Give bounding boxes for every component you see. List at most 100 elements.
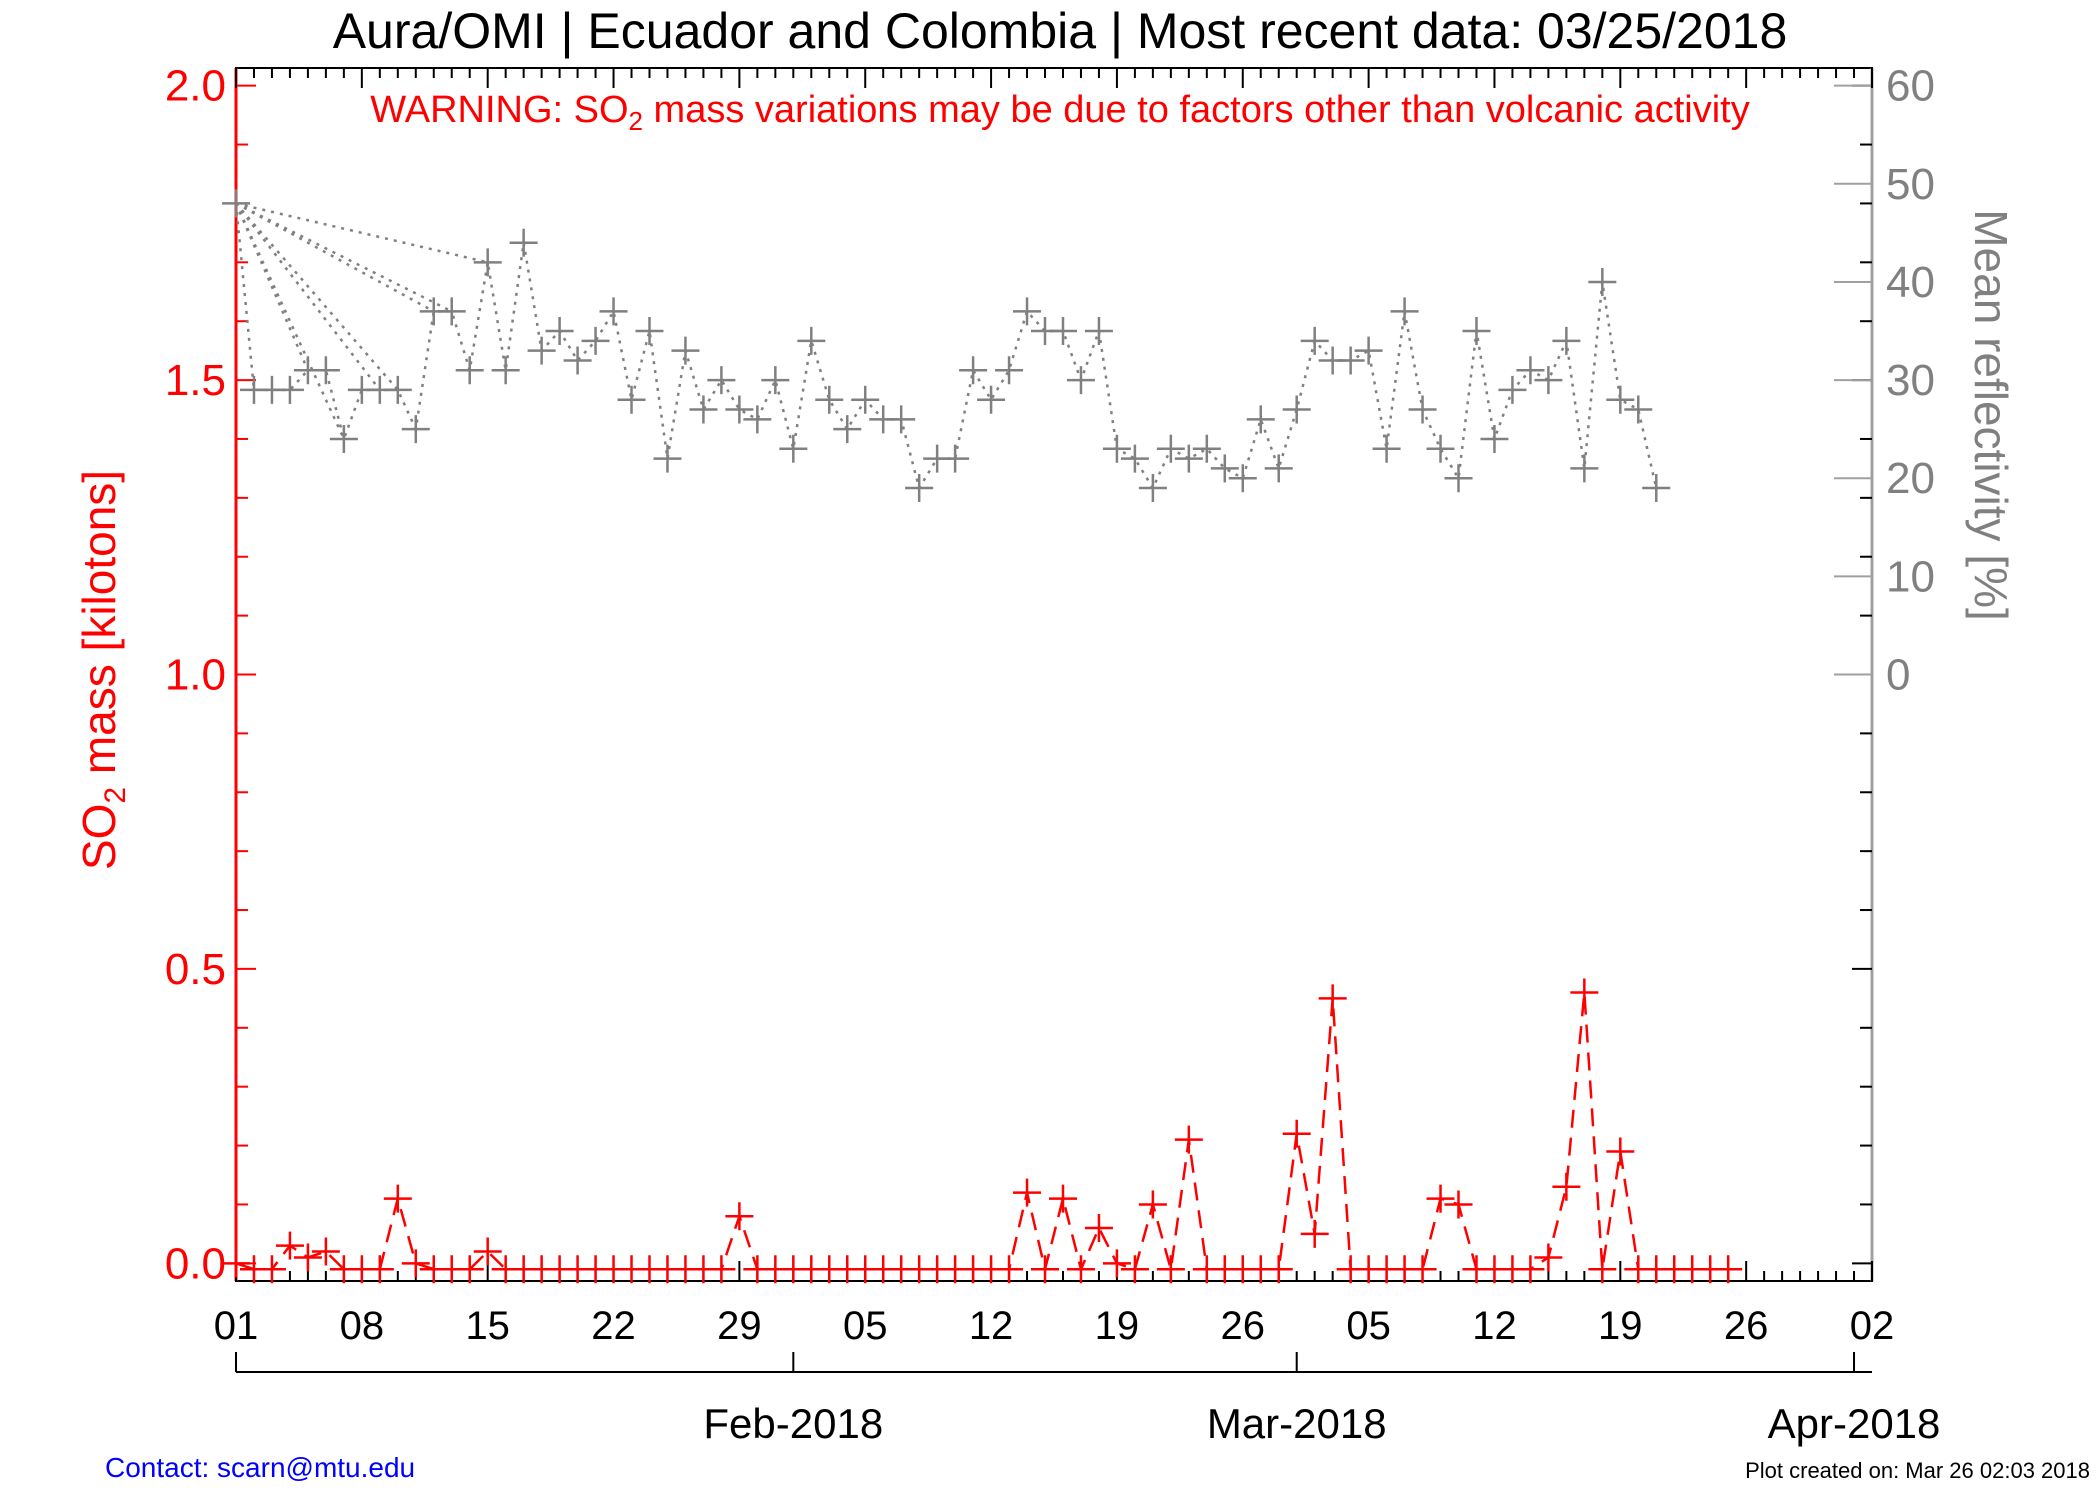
reflectivity-point <box>671 336 700 365</box>
contact-text: Contact: scarn@mtu.edu <box>105 1452 415 1483</box>
plot-frame <box>235 67 1873 1282</box>
reflectivity-point <box>1264 454 1293 483</box>
so2-point <box>1048 1184 1077 1213</box>
so2-point <box>1138 1190 1167 1219</box>
x-tick-label: 02 <box>1850 1304 1895 1348</box>
so2-point <box>1426 1184 1455 1213</box>
reflectivity-point <box>635 317 664 346</box>
reflectivity-point <box>887 405 916 434</box>
reflectivity-point <box>977 385 1006 414</box>
x-ticks: 01 08 15 22 29 05 12 19 26 05 12 19 26 02 <box>214 68 1895 1348</box>
left-label-suffix: mass [kilotons] <box>73 470 125 787</box>
right-axis-label: Mean reflectivity [%] <box>1965 209 2017 621</box>
reflectivity-point <box>383 375 412 404</box>
so2-point <box>1156 1255 1185 1284</box>
reflectivity-fan-line <box>234 202 310 371</box>
so2-point <box>455 1255 484 1284</box>
reflectivity-point <box>797 326 826 355</box>
reflectivity-point <box>455 356 484 385</box>
reflectivity-point <box>599 297 628 326</box>
reflectivity-point <box>1516 356 1545 385</box>
reflectivity-point <box>222 189 250 218</box>
x-tick-label: 05 <box>1346 1304 1391 1348</box>
reflectivity-point <box>509 228 538 257</box>
right-tick-label: 0 <box>1886 651 1910 700</box>
reflectivity-point <box>1480 424 1509 453</box>
so2-point <box>1714 1255 1743 1284</box>
so2-point <box>1516 1255 1545 1284</box>
reflectivity-point <box>689 395 718 424</box>
reflectivity-point <box>1246 405 1275 434</box>
x-tick-label: 19 <box>1095 1304 1140 1348</box>
reflectivity-point <box>545 317 574 346</box>
reflectivity-point <box>275 375 304 404</box>
reflectivity-point <box>941 444 970 473</box>
reflectivity-point <box>311 356 340 385</box>
warning-suffix: mass variations may be due to factors ot… <box>643 89 1750 131</box>
x-tick-label: 05 <box>843 1304 888 1348</box>
so2-point <box>1282 1119 1311 1148</box>
right-tick-label: 60 <box>1886 62 1935 111</box>
reflectivity-point <box>1498 375 1527 404</box>
reflectivity-point <box>1408 395 1437 424</box>
reflectivity-fan-line <box>235 202 399 391</box>
left-label-sub: 2 <box>99 787 132 804</box>
reflectivity-point <box>1192 434 1221 463</box>
month-label: Mar-2018 <box>1207 1400 1387 1447</box>
left-axis-label: SO2 mass [kilotons] <box>73 470 132 870</box>
reflectivity-point <box>563 346 592 375</box>
reflectivity-point <box>761 366 790 395</box>
so2-point <box>1606 1137 1635 1166</box>
so2-point <box>383 1184 412 1213</box>
so2-point <box>1300 1219 1329 1248</box>
reflectivity-point <box>1390 297 1419 326</box>
warning-text: WARNING: SO2 mass variations may be due … <box>370 89 1749 136</box>
reflectivity-point <box>1552 326 1581 355</box>
so2-series <box>222 978 1743 1284</box>
so2-line <box>235 992 1729 1274</box>
reflectivity-point <box>527 336 556 365</box>
so2-point <box>365 1255 394 1284</box>
right-ticks: 0 10 20 30 40 50 60 <box>1834 62 1935 700</box>
so2-point <box>1570 978 1599 1007</box>
reflectivity-fan-line <box>235 202 435 313</box>
reflectivity-point <box>779 434 808 463</box>
so2-point <box>995 1255 1024 1284</box>
reflectivity-point <box>1606 385 1635 414</box>
reflectivity-point <box>1354 336 1383 365</box>
right-tick-label: 30 <box>1886 356 1935 405</box>
reflectivity-point <box>1156 434 1185 463</box>
so2-point <box>401 1249 430 1278</box>
reflectivity-point <box>473 248 502 277</box>
x-tick-label: 15 <box>465 1304 510 1348</box>
reflectivity-fan-line <box>235 202 453 313</box>
reflectivity-point <box>1174 444 1203 473</box>
so2-point <box>1264 1255 1293 1284</box>
reflectivity-point <box>1624 395 1653 424</box>
so2-point <box>1408 1255 1437 1284</box>
reflectivity-point <box>1642 474 1671 503</box>
reflectivity-point <box>1084 317 1113 346</box>
reflectivity-fan-line <box>235 202 488 264</box>
left-ticks: 0.0 0.5 1.0 1.5 2.0 <box>165 62 1872 1288</box>
reflectivity-point <box>1534 366 1563 395</box>
reflectivity-point <box>1282 395 1311 424</box>
left-label-prefix: SO <box>73 804 125 870</box>
so2-point <box>293 1243 322 1272</box>
reflectivity-point <box>1210 454 1239 483</box>
so2-point <box>1084 1214 1113 1242</box>
so2-point <box>1031 1255 1060 1284</box>
reflectivity-point <box>851 385 880 414</box>
month-label: Apr-2018 <box>1768 1400 1941 1447</box>
right-tick-label: 10 <box>1886 552 1935 601</box>
warning-prefix: WARNING: SO <box>370 89 628 131</box>
right-tick-label: 20 <box>1886 454 1935 503</box>
x-tick-label: 19 <box>1598 1304 1643 1348</box>
reflectivity-point <box>1426 434 1455 463</box>
so2-point <box>1534 1243 1563 1272</box>
reflectivity-point <box>743 405 772 434</box>
warning-sub: 2 <box>629 106 643 136</box>
month-label: Feb-2018 <box>703 1400 883 1447</box>
x-tick-label: 22 <box>591 1304 636 1348</box>
